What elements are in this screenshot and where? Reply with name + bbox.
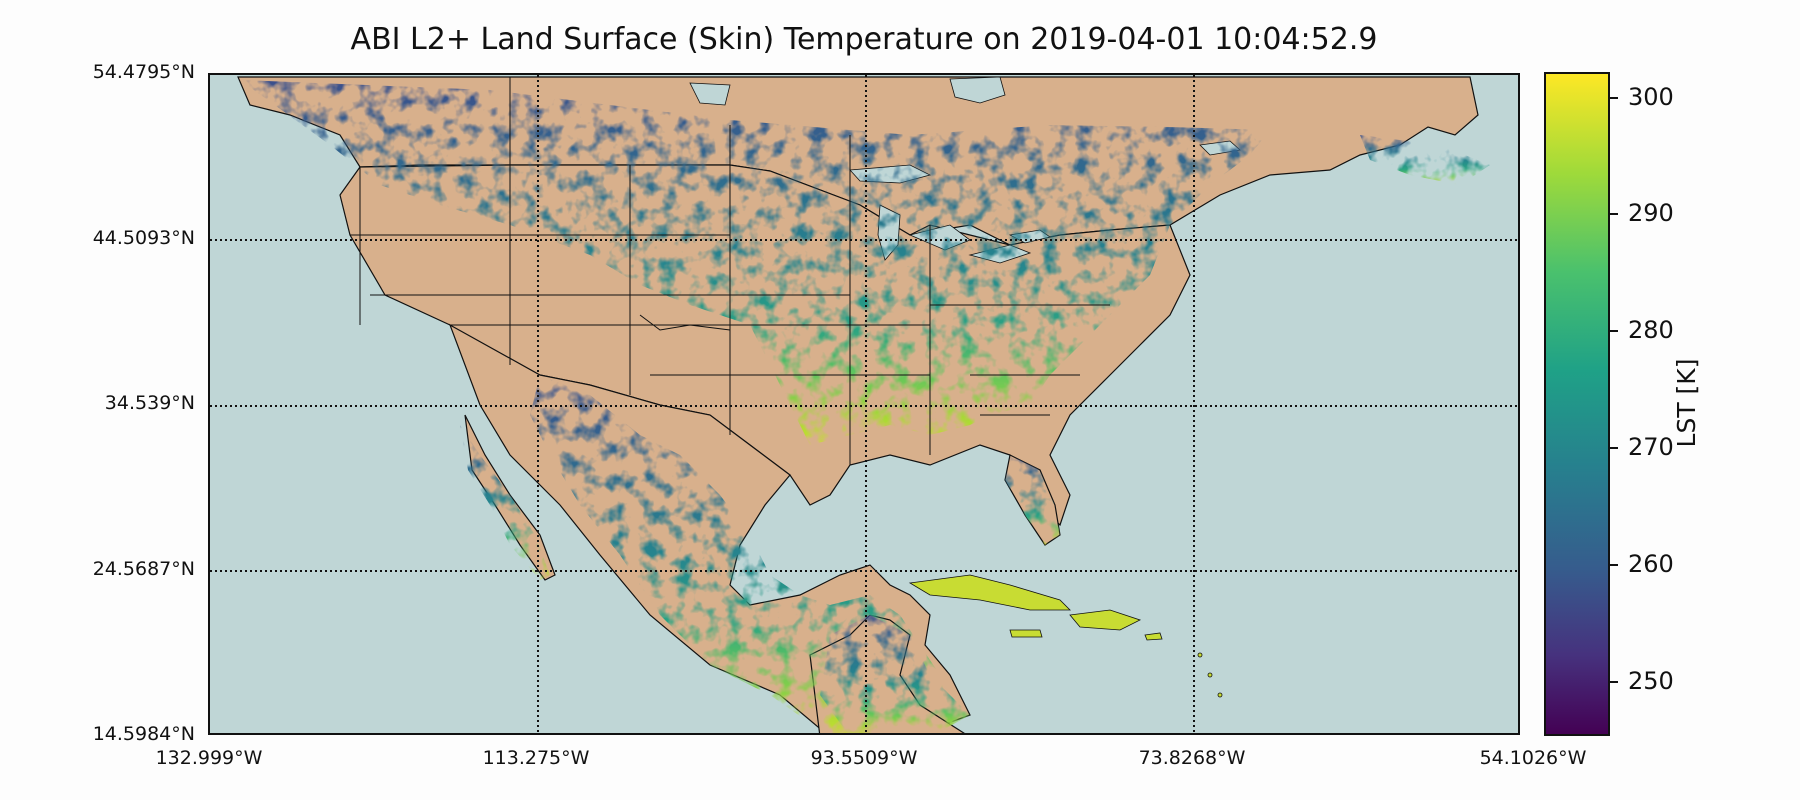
colorbar-tick-label: 270 xyxy=(1628,433,1674,461)
colorbar-unit-label: LST [K] xyxy=(1672,358,1701,448)
map-canvas xyxy=(210,75,1518,733)
colorbar-tick-label: 250 xyxy=(1628,667,1674,695)
colorbar-tick-label: 300 xyxy=(1628,83,1674,111)
lon-label: 113.275°W xyxy=(482,747,590,769)
lat-label: 24.5687°N xyxy=(92,558,195,580)
map-gridlines xyxy=(210,75,1518,733)
lat-label: 34.539°N xyxy=(104,392,195,414)
colorbar-tick xyxy=(1610,681,1618,683)
map-panel xyxy=(208,73,1520,735)
colorbar-tick xyxy=(1610,330,1618,332)
lon-label: 73.8268°W xyxy=(1138,747,1246,769)
map-title: ABI L2+ Land Surface (Skin) Temperature … xyxy=(350,22,1378,57)
colorbar-tick xyxy=(1610,564,1618,566)
colorbar-tick-label: 280 xyxy=(1628,316,1674,344)
colorbar-tick xyxy=(1610,213,1618,215)
state-boundaries xyxy=(350,77,1110,465)
lon-label: 54.1026°W xyxy=(1479,747,1587,769)
lat-label: 54.4795°N xyxy=(92,61,195,83)
lat-label: 44.5093°N xyxy=(92,227,195,249)
colorbar-tick-label: 290 xyxy=(1628,199,1674,227)
colorbar xyxy=(1544,72,1610,736)
lat-label: 14.5984°N xyxy=(92,723,195,745)
lon-label: 93.5509°W xyxy=(810,747,918,769)
lst-data-layer xyxy=(240,80,1490,733)
caribbean-islands xyxy=(908,574,1223,698)
colorbar-tick xyxy=(1610,97,1618,99)
colorbar-tick xyxy=(1610,447,1618,449)
colorbar-tick-label: 260 xyxy=(1628,550,1674,578)
lon-label: 132.999°W xyxy=(155,747,263,769)
